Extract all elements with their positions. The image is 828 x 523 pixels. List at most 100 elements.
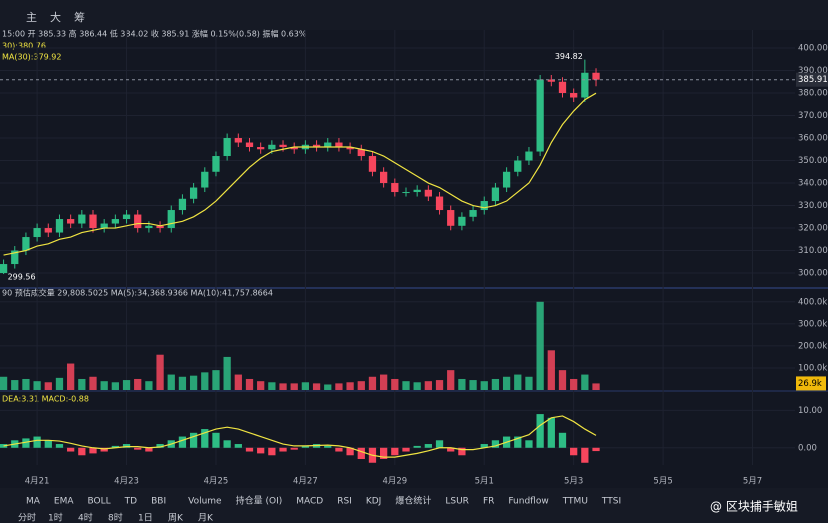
candle-body [178,198,187,211]
macd-bar [581,447,589,463]
interval-tab[interactable]: 1日 [138,513,153,523]
volume-bar [447,370,455,390]
candle-body [458,216,466,226]
volume-bar [525,376,533,390]
candle-body [290,147,298,150]
indicator-tab[interactable]: MA [26,497,41,507]
macd-bar [78,447,86,456]
macd-bar [335,447,343,452]
interval-tab[interactable]: 月K [198,513,214,523]
interval-tab[interactable]: 周K [168,513,184,523]
macd-bar [212,432,220,448]
x-tick-label: 4月21 [25,477,50,487]
volume-bar [402,381,410,390]
volume-bar [67,363,75,390]
candle-body [55,219,64,233]
candle-body [212,156,220,172]
indicator-tab[interactable]: FR [483,497,494,507]
bottom-toolbar [0,488,828,523]
macd-title: DEA:3.31 MACD:-0.88 [2,395,89,404]
y-tick-label: 330.00 [798,201,828,211]
candle-body [167,210,175,229]
candle-body [189,187,198,199]
volume-bar [234,374,242,390]
candle-body [335,142,343,148]
y-tick-label: 300.0k [798,319,827,329]
high-annotation: 394.82 [555,52,583,61]
macd-bar [324,445,332,448]
candle-body [44,228,52,233]
volume-bar [245,378,254,390]
volume-bar [44,382,52,390]
indicator-tab[interactable]: Volume [188,497,222,507]
last-volume-box [796,376,826,391]
indicator-tab[interactable]: Fundflow [508,497,548,507]
macd-bar [301,445,310,448]
indicator-tab[interactable]: TTMU [562,497,588,507]
indicator-tab[interactable]: RSI [337,497,352,507]
interval-tab[interactable]: 分时 [18,512,36,523]
y-tick-label: 370.00 [798,111,828,121]
toolbar-button[interactable]: 大 [50,10,61,24]
interval-tab[interactable]: 1时 [48,512,63,523]
volume-bar [223,356,231,390]
candle-body [22,237,30,251]
indicator-tab[interactable]: TD [124,497,137,507]
ma-label: MA(30):379.92 [2,53,61,62]
volume-bar [290,383,298,390]
volume-bar [346,382,354,390]
volume-bar [111,382,119,390]
macd-bar [592,447,600,452]
candle-body [223,138,231,157]
volume-bar [570,378,578,390]
volume-bar [212,370,220,390]
macd-bar [134,447,142,450]
candle-body [89,214,97,229]
indicator-tab[interactable]: BOLL [88,497,111,507]
toolbar-button[interactable]: 筹 [74,10,85,24]
macd-bar [458,447,466,456]
candle-body [536,79,544,152]
candle-body [279,144,287,148]
candle-body [525,151,533,161]
candle-body [413,189,421,193]
indicator-tab[interactable]: KDJ [366,497,382,507]
candle-body [134,214,142,229]
macd-bar [33,436,41,448]
macd-bar [201,429,209,448]
y-tick-label: 380.00 [798,89,828,99]
indicator-tab[interactable]: MACD [296,497,323,507]
interval-tab[interactable]: 8时 [108,512,123,523]
y-tick-label: 320.00 [798,224,828,234]
candle-body [547,79,555,82]
candle-body [234,138,242,143]
macd-bar [424,444,432,448]
volume-bar [536,301,544,390]
volume-title: 90 预估成交量 29,808.5025 MA(5):34,368.9366 M… [2,288,273,298]
candle-body [67,219,75,224]
indicator-tab[interactable]: 持仓量 (OI) [236,495,283,507]
indicator-tab[interactable]: EMA [54,497,74,507]
indicator-tab[interactable]: 爆仓统计 [395,495,431,507]
indicator-tab[interactable]: LSUR [445,497,469,507]
volume-bar [502,376,511,390]
macd-bar [558,432,567,448]
macd-bar [122,444,131,448]
volume-bar [0,376,8,390]
toolbar-button[interactable]: 主 [26,11,37,24]
y-tick-label: 350.00 [798,156,828,166]
macd-bar [89,447,97,454]
candle-body [78,214,86,224]
ma-label: 30):380.76 [2,42,46,51]
indicator-tab[interactable]: BBI [151,497,166,507]
x-tick-label: 4月27 [293,477,318,487]
indicator-tab[interactable]: TTSI [601,497,621,507]
candle-body [122,214,131,220]
macd-bar [480,444,488,448]
x-tick-label: 5月7 [743,477,762,487]
candle-body [201,171,209,188]
interval-tab[interactable]: 4时 [78,512,93,523]
y-tick-label: 100.0k [798,363,827,373]
candle-body [245,142,254,148]
